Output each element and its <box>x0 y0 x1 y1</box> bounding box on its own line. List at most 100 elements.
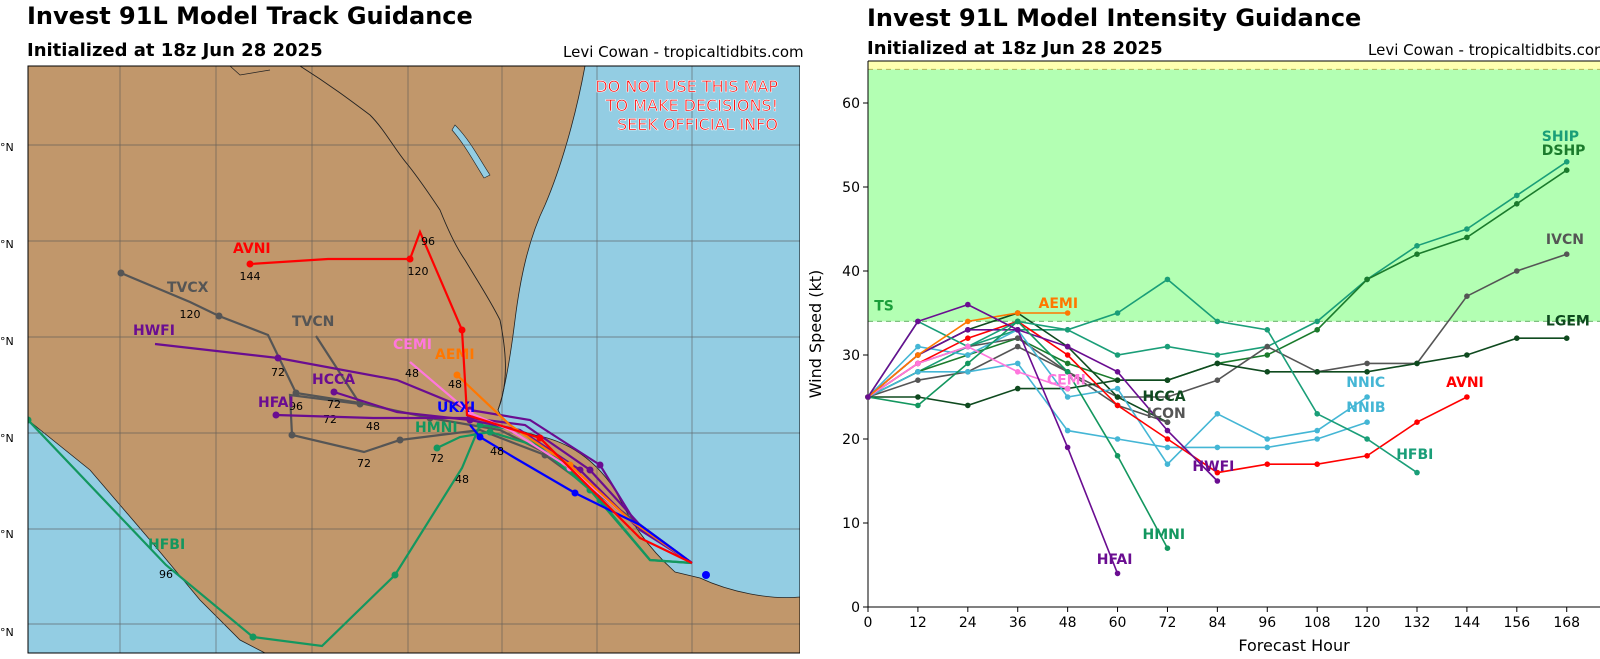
series-point-avni <box>1214 469 1221 476</box>
series-point-ivcn <box>1264 343 1271 350</box>
series-point-icon <box>1014 335 1021 342</box>
series-point-lgem <box>965 402 971 409</box>
track-hour-label: 120 <box>408 265 429 278</box>
series-point-nnib <box>965 369 971 375</box>
track-point <box>571 489 579 497</box>
track-point <box>433 444 441 452</box>
series-point-cemi <box>965 343 971 350</box>
series-point-lgem <box>1264 369 1271 375</box>
track-point <box>486 428 494 436</box>
series-point-lgem <box>1164 377 1171 384</box>
series-point-dshp <box>1563 167 1570 173</box>
lat-label: °N <box>0 626 14 639</box>
track-hour-label: 48 <box>455 473 469 486</box>
series-point-hfbi <box>1114 310 1121 316</box>
series-label-lgem: LGEM <box>1546 314 1590 330</box>
track-point <box>596 461 604 469</box>
track-point <box>249 633 257 641</box>
series-point-icon <box>1164 419 1171 426</box>
track-hour-label: 48 <box>448 378 462 391</box>
series-label-hfai: HFAI <box>1097 552 1133 568</box>
track-map: TVCX 120 TVCN 96 72 72 HFBI 96 HMNI 72 48 HWFI 72 HCC… <box>0 65 800 654</box>
series-point-avni <box>1314 461 1320 468</box>
series-point-hcca <box>1114 394 1121 400</box>
intensity-title: Invest 91L Model Intensity Guidance <box>867 4 1362 32</box>
warning-line-1: DO NOT USE THIS MAP <box>595 77 778 96</box>
track-line-hcca <box>333 390 693 564</box>
series-point-ivcn <box>915 377 921 384</box>
series-point-nnic <box>1214 411 1221 417</box>
series-label-ship: SHIP <box>1542 129 1579 145</box>
track-label-aemi: AEMI <box>435 347 475 363</box>
series-point-ivcn <box>1364 360 1370 367</box>
series-point-hfbi <box>1214 318 1221 325</box>
tropical-storm-band <box>868 69 1600 322</box>
lat-label: °N <box>0 432 14 445</box>
series-point-cemi <box>915 360 921 367</box>
series-point-hwfi <box>1064 343 1071 350</box>
series-point-avni <box>1064 352 1071 358</box>
series-label-icon: ICON <box>1147 406 1186 422</box>
track-point <box>453 371 461 379</box>
track-point <box>536 434 544 442</box>
track-hour-label: 72 <box>323 413 337 426</box>
series-point-lgem <box>1563 335 1570 342</box>
series-point-hfai <box>965 301 971 308</box>
lat-label: °N <box>0 141 14 154</box>
series-point-ivcn <box>1014 343 1021 350</box>
y-tick-label: 60 <box>842 96 860 112</box>
series-point-hfbi <box>1164 276 1171 283</box>
state-border <box>229 66 271 76</box>
x-tick-label: 36 <box>1009 615 1027 631</box>
series-label-aemi: AEMI <box>1039 296 1079 312</box>
track-point <box>117 269 125 277</box>
series-point-lgem <box>1414 360 1420 367</box>
track-label-hwfi: HWFI <box>133 323 175 339</box>
track-credit: Levi Cowan - tropicaltidbits.com <box>563 43 804 61</box>
series-point-hfai <box>915 318 921 325</box>
series-point-hfbi <box>1414 469 1420 476</box>
lat-label: °N <box>0 238 14 251</box>
track-hour-label: 48 <box>490 445 504 458</box>
x-axis-label: Forecast Hour <box>1238 636 1350 655</box>
series-point-lgem <box>1464 352 1470 358</box>
track-label-hmni: HMNI <box>415 420 458 436</box>
series-line-hfbi <box>867 278 1418 474</box>
series-point-aemi <box>965 318 971 325</box>
series-point-ivcn <box>1464 293 1470 300</box>
series-point-avni <box>1264 461 1271 468</box>
series-point-nnic <box>1264 436 1271 442</box>
lagoon <box>451 124 491 179</box>
intensity-subtitle: Initialized at 18z Jun 28 2025 <box>867 38 1163 59</box>
series-point-ivcn <box>1514 268 1520 274</box>
series-point-nnib <box>1114 436 1121 442</box>
track-origin-point <box>702 571 710 579</box>
pacific-ocean <box>28 419 266 653</box>
series-point-hwfi <box>1164 427 1171 434</box>
series-point-lgem <box>1114 377 1121 384</box>
series-label-avni: AVNI <box>1446 375 1484 391</box>
x-tick-label: 72 <box>1159 615 1177 631</box>
x-tick-label: 132 <box>1404 615 1431 631</box>
series-point-nnib <box>1164 444 1171 451</box>
series-point-ship <box>1414 243 1420 249</box>
series-point-hfbi <box>1364 436 1370 442</box>
x-tick-label: 108 <box>1304 615 1331 631</box>
track-point <box>288 431 296 439</box>
x-tick-label: 168 <box>1553 615 1580 631</box>
series-point-lgem <box>1314 369 1320 375</box>
series-point-ship <box>1114 352 1121 358</box>
track-label-hfbi: HFBI <box>148 537 185 553</box>
series-point-dshp <box>1314 327 1320 333</box>
series-point-nnib <box>1264 444 1271 451</box>
series-point-nnic <box>1364 394 1370 400</box>
country-border <box>299 66 506 411</box>
x-tick-label: 12 <box>909 615 927 631</box>
series-line-hfai <box>867 303 1119 574</box>
track-hour-label: 72 <box>357 457 371 470</box>
x-tick-label: 84 <box>1208 615 1226 631</box>
series-point-hwfi <box>965 327 971 333</box>
track-label-tvcn: TVCN <box>292 314 334 330</box>
lat-label: °N <box>0 528 14 541</box>
track-hour-label: 48 <box>366 420 380 433</box>
